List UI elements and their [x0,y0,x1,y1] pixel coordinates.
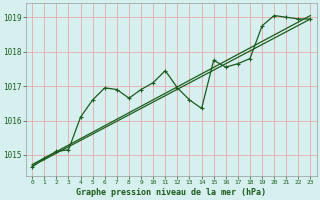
X-axis label: Graphe pression niveau de la mer (hPa): Graphe pression niveau de la mer (hPa) [76,188,266,197]
